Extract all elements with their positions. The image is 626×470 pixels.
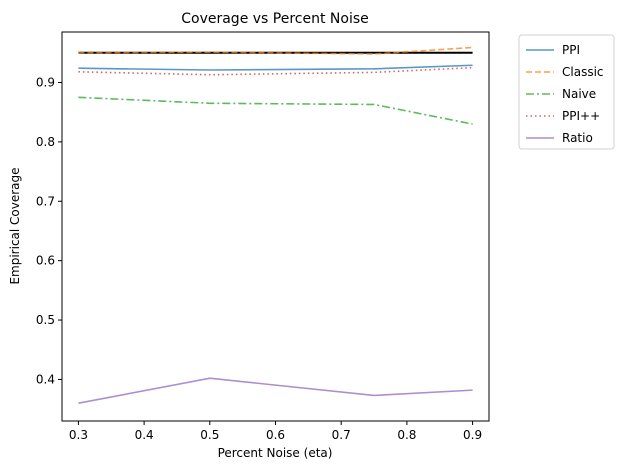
chart-title: Coverage vs Percent Noise	[181, 11, 369, 27]
x-axis-label: Percent Noise (eta)	[218, 446, 333, 460]
legend-label: Classic	[562, 65, 604, 79]
x-tick-label: 0.4	[135, 428, 154, 442]
y-axis: 0.4 0.5 0.6 0.7 0.8 0.9	[36, 75, 62, 386]
y-tick-label: 0.8	[36, 135, 55, 149]
legend-label: PPI++	[562, 109, 600, 123]
plot-frame	[61, 31, 490, 422]
series-line-naive	[78, 96, 473, 125]
legend-label: Ratio	[562, 131, 593, 145]
y-tick-label: 0.6	[36, 254, 55, 268]
x-axis: 0.3 0.4 0.5 0.6 0.7 0.8 0.9	[69, 421, 482, 442]
y-axis-label: Empirical Coverage	[8, 167, 22, 284]
legend-box	[518, 34, 615, 150]
y-tick-label: 0.7	[36, 194, 55, 208]
y-tick-label: 0.5	[36, 313, 55, 327]
series-line-classic	[78, 46, 473, 55]
legend-label: PPI	[562, 43, 580, 57]
x-tick-label: 0.5	[200, 428, 219, 442]
series-line-ratio	[78, 377, 473, 404]
x-tick-label: 0.8	[397, 428, 416, 442]
y-tick-label: 0.4	[36, 372, 55, 386]
x-tick-label: 0.7	[332, 428, 351, 442]
y-tick-label: 0.9	[36, 75, 55, 89]
legend: PPI Classic Naive PPI++ Ratio	[518, 34, 615, 150]
x-tick-label: 0.6	[266, 428, 285, 442]
series-line-ppi	[78, 64, 473, 71]
x-tick-label: 0.3	[69, 428, 88, 442]
plot-area	[78, 46, 473, 404]
legend-label: Naive	[562, 87, 596, 101]
x-tick-label: 0.9	[463, 428, 482, 442]
